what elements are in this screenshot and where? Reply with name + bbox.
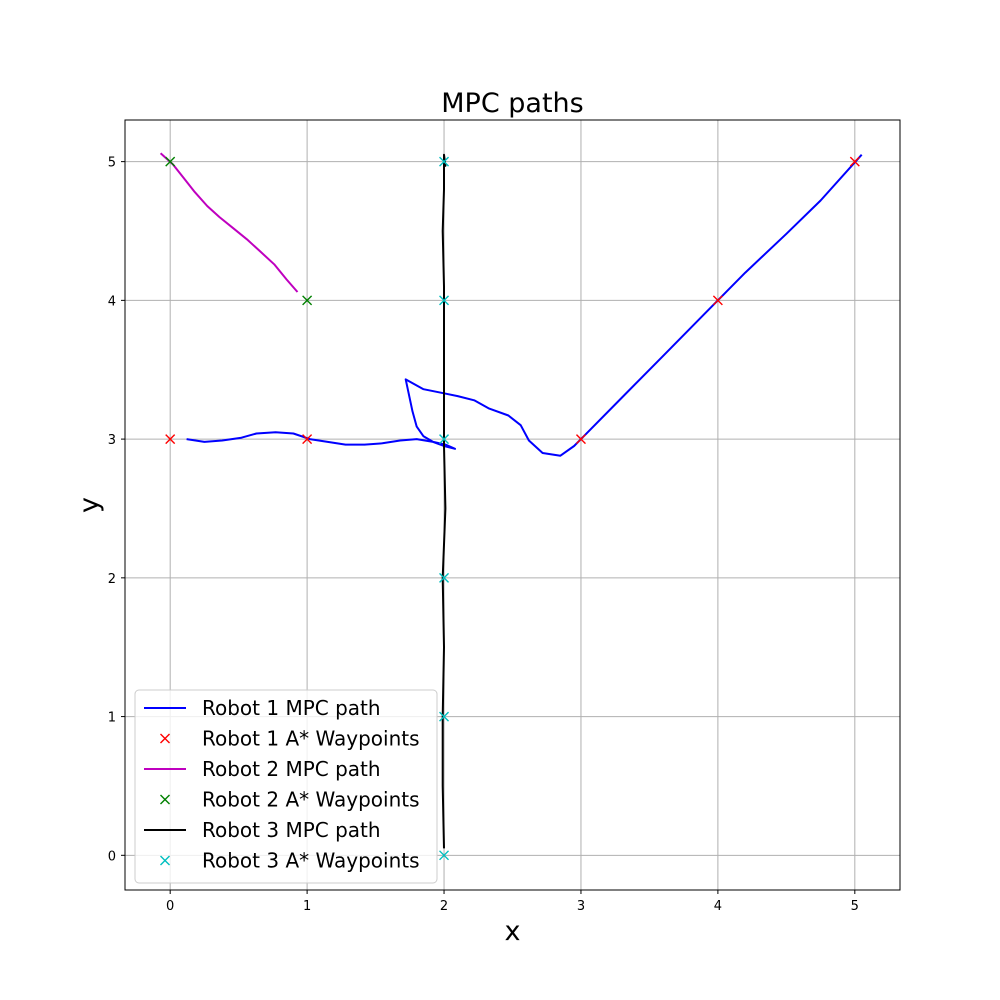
- marker-stroke: [160, 794, 170, 805]
- legend-label: Robot 1 MPC path: [202, 696, 381, 720]
- legend-marker-swatch: [160, 855, 170, 866]
- y-axis-label: y: [74, 497, 105, 513]
- x-tick-label: 3: [577, 899, 585, 914]
- x-tick-label: 5: [851, 899, 859, 914]
- legend-box: [134, 689, 438, 884]
- x-tick-label: 1: [303, 899, 311, 914]
- waypoint-marker: [439, 156, 450, 167]
- waypoint-marker: [302, 295, 313, 306]
- legend-label: Robot 2 MPC path: [202, 757, 381, 781]
- chart-title: MPC paths: [441, 88, 583, 119]
- marker-stroke: [160, 733, 170, 744]
- legend-label: Robot 3 MPC path: [202, 818, 381, 842]
- legend-item: Robot 2 A* Waypoints: [160, 788, 420, 812]
- legend-item: Robot 1 MPC path: [144, 696, 381, 720]
- axis-ticks: 0 1 2 3 4 5 0 1 2 3 4 5: [108, 156, 859, 914]
- marker-stroke: [165, 156, 176, 167]
- marker-stroke: [575, 434, 586, 445]
- series-line-3: [159, 152, 299, 293]
- waypoint-marker: [439, 295, 450, 306]
- series-markers-4: [165, 156, 313, 306]
- waypoint-marker: [439, 850, 450, 861]
- x-axis-label: x: [505, 916, 521, 947]
- x-tick-label: 0: [166, 899, 174, 914]
- legend-marker-swatch: [160, 733, 170, 744]
- y-tick-label: 0: [108, 849, 116, 864]
- legend-label: Robot 2 A* Waypoints: [202, 788, 420, 812]
- waypoint-marker: [575, 434, 586, 445]
- marker-stroke: [302, 295, 313, 306]
- waypoint-marker: [439, 434, 450, 445]
- marker-stroke: [849, 156, 860, 167]
- y-tick-label: 5: [108, 156, 116, 171]
- marker-stroke: [302, 434, 313, 445]
- waypoint-marker: [165, 434, 176, 445]
- series-markers-2: [165, 156, 860, 445]
- waypoint-marker: [712, 295, 723, 306]
- x-tick-label: 4: [714, 899, 722, 914]
- legend-item: Robot 2 MPC path: [144, 757, 381, 781]
- marker-stroke: [439, 156, 450, 167]
- legend-label: Robot 3 A* Waypoints: [202, 849, 420, 873]
- marker-stroke: [712, 295, 723, 306]
- plot-area-frame: [124, 119, 901, 891]
- waypoint-marker: [302, 434, 313, 445]
- plot-series: [159, 152, 863, 861]
- legend-marker-swatch: [160, 794, 170, 805]
- series-markers-6: [439, 156, 450, 861]
- waypoint-marker: [165, 156, 176, 167]
- legend-item: Robot 1 A* Waypoints: [160, 727, 420, 751]
- x-tick-label: 2: [440, 899, 448, 914]
- legend-item: Robot 3 A* Waypoints: [160, 849, 420, 873]
- y-tick-label: 1: [108, 711, 116, 726]
- marker-stroke: [439, 295, 450, 306]
- marker-stroke: [439, 572, 450, 583]
- y-tick-label: 3: [108, 433, 116, 448]
- marker-stroke: [165, 434, 176, 445]
- legend-label: Robot 1 A* Waypoints: [202, 727, 420, 751]
- waypoint-marker: [439, 711, 450, 722]
- waypoint-marker: [849, 156, 860, 167]
- legend-item: Robot 3 MPC path: [144, 818, 381, 842]
- marker-stroke: [160, 855, 170, 866]
- y-tick-label: 4: [108, 294, 116, 309]
- marker-stroke: [439, 434, 450, 445]
- marker-stroke: [439, 711, 450, 722]
- legend: Robot 1 MPC path Robot 1 A* Waypoints Robo…: [134, 689, 438, 884]
- y-tick-label: 2: [108, 572, 116, 587]
- marker-stroke: [439, 850, 450, 861]
- waypoint-marker: [439, 572, 450, 583]
